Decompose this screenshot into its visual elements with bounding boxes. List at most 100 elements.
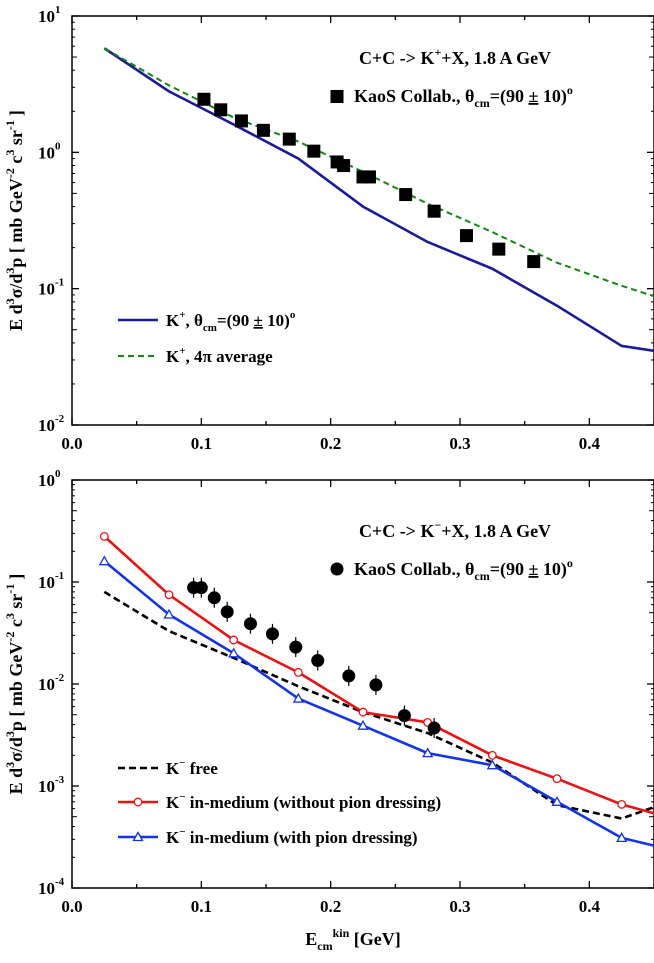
ylabel-sup: -1 bbox=[3, 584, 17, 594]
kaos-point bbox=[527, 255, 541, 269]
xlabel-sup: kin bbox=[333, 926, 350, 940]
legend-red-circle bbox=[133, 797, 143, 807]
y-tick-exp: 1 bbox=[55, 4, 61, 16]
red-circle-marker bbox=[617, 799, 627, 809]
kaos-point bbox=[289, 640, 303, 654]
blue-triangle-marker bbox=[551, 795, 563, 806]
kaos-point bbox=[492, 242, 506, 256]
red-circle-marker bbox=[358, 707, 368, 717]
series-dashed-black-line bbox=[103, 590, 654, 820]
kaos-point bbox=[311, 653, 325, 667]
kaos-point bbox=[427, 721, 441, 735]
plot-area bbox=[98, 531, 654, 847]
x-tick-label: 0.3 bbox=[449, 434, 470, 453]
legend-part: =(90 bbox=[490, 559, 529, 580]
ylabel-part: ] bbox=[6, 574, 26, 580]
legend-part: K bbox=[166, 793, 180, 812]
kaos-point bbox=[342, 669, 356, 683]
x-tick-label: 0.4 bbox=[579, 897, 601, 916]
chart-title: C+C -> K++X, 1.8 A GeV bbox=[359, 45, 551, 68]
ylabel-sup: -2 bbox=[3, 632, 17, 642]
legend-label: K+, 4π average bbox=[166, 345, 273, 366]
title-part: C+C -> K bbox=[359, 521, 435, 541]
blue-triangle-marker bbox=[616, 832, 628, 843]
y-tick-label: 10-2 bbox=[38, 672, 65, 694]
red-circle-marker bbox=[164, 590, 174, 600]
legend-part: K bbox=[166, 311, 180, 330]
x-axis-label: Ecmkin [GeV] bbox=[305, 926, 401, 953]
kaos-point bbox=[427, 204, 441, 218]
kaos-point bbox=[337, 159, 351, 173]
ylabel-part: E d bbox=[6, 304, 26, 331]
plot-frame bbox=[71, 15, 654, 426]
legend-label: K− in-medium (without pion dressing) bbox=[166, 791, 441, 812]
series-solid-line bbox=[103, 47, 654, 353]
y-tick-base: 10 bbox=[38, 777, 55, 796]
title-part: +X, 1.8 A GeV bbox=[441, 48, 551, 68]
ylabel-part: ] bbox=[6, 110, 26, 116]
legend-part: K bbox=[166, 759, 180, 778]
x-tick-label: 0.1 bbox=[191, 434, 212, 453]
kaos-point bbox=[307, 144, 321, 158]
legend-part: 10) bbox=[263, 311, 290, 330]
red-circle-marker bbox=[552, 774, 562, 784]
kaos-point bbox=[459, 229, 473, 243]
ylabel-part: σ/d bbox=[6, 274, 26, 299]
x-tick-label: 0.2 bbox=[320, 434, 341, 453]
ylabel-part: p [ mb GeV bbox=[6, 642, 26, 732]
red-circle-marker bbox=[487, 750, 497, 760]
kaos-point bbox=[397, 709, 411, 723]
legend-sup: + bbox=[179, 345, 185, 357]
legend-label: K+, θcm=(90 ± 10)o bbox=[166, 309, 296, 334]
x-tick-label: 0.2 bbox=[320, 897, 341, 916]
y-tick-label: 100 bbox=[38, 140, 61, 162]
y-tick-exp: 0 bbox=[55, 468, 61, 480]
ylabel-part: σ/d bbox=[6, 737, 26, 762]
title-part: +X, 1.8 A GeV bbox=[441, 521, 551, 541]
legend-part: 10) bbox=[538, 559, 567, 580]
legend-sup: o bbox=[567, 556, 573, 570]
plot-area bbox=[103, 47, 654, 353]
ylabel-sup: 3 bbox=[3, 731, 17, 737]
kaos-point bbox=[265, 627, 279, 641]
xlabel-part: E bbox=[305, 929, 317, 949]
blue-triangle-marker bbox=[98, 555, 110, 566]
y-tick-base: 10 bbox=[38, 416, 55, 435]
xlabel-sub: cm bbox=[317, 939, 332, 953]
red-circle-marker bbox=[293, 667, 303, 677]
xlabel-part: [GeV] bbox=[349, 929, 400, 949]
legend-part: , θ bbox=[186, 311, 204, 330]
kaos-point bbox=[207, 591, 221, 605]
legend-part: , 4π average bbox=[186, 347, 274, 366]
legend-part: K bbox=[166, 828, 180, 847]
kaos-point bbox=[256, 123, 270, 137]
legend-part: =(90 bbox=[490, 86, 529, 107]
y-tick-exp: -2 bbox=[55, 413, 65, 425]
legend-label: K− in-medium (with pion dressing) bbox=[166, 826, 418, 847]
kaos-point bbox=[399, 188, 413, 202]
legend-pm: ± bbox=[529, 559, 539, 579]
legend-pm: ± bbox=[529, 86, 539, 106]
title-sup: − bbox=[434, 518, 441, 532]
ylabel-part: sr bbox=[6, 130, 26, 150]
y-tick-base: 10 bbox=[38, 280, 55, 299]
series-red-circle-line bbox=[103, 535, 654, 815]
x-tick-label: 0.4 bbox=[579, 434, 601, 453]
kaos-point bbox=[197, 92, 211, 106]
y-tick-base: 10 bbox=[38, 143, 55, 162]
y-tick-label: 10-4 bbox=[38, 876, 65, 898]
red-circle-marker bbox=[229, 635, 239, 645]
legend-square-marker bbox=[330, 90, 344, 103]
legend-circle-marker bbox=[330, 562, 344, 576]
y-tick-base: 10 bbox=[38, 675, 55, 694]
ylabel-sup: -2 bbox=[3, 168, 17, 178]
legend-part: in-medium (with pion dressing) bbox=[186, 828, 418, 847]
red-circle-marker bbox=[99, 531, 109, 541]
y-tick-label: 100 bbox=[38, 468, 61, 490]
ylabel-sup: -1 bbox=[3, 120, 17, 130]
ylabel-sup: 3 bbox=[3, 268, 17, 274]
y-tick-exp: -3 bbox=[55, 774, 65, 786]
ylabel-part: sr bbox=[6, 594, 26, 614]
legend-sup: o bbox=[290, 309, 296, 321]
